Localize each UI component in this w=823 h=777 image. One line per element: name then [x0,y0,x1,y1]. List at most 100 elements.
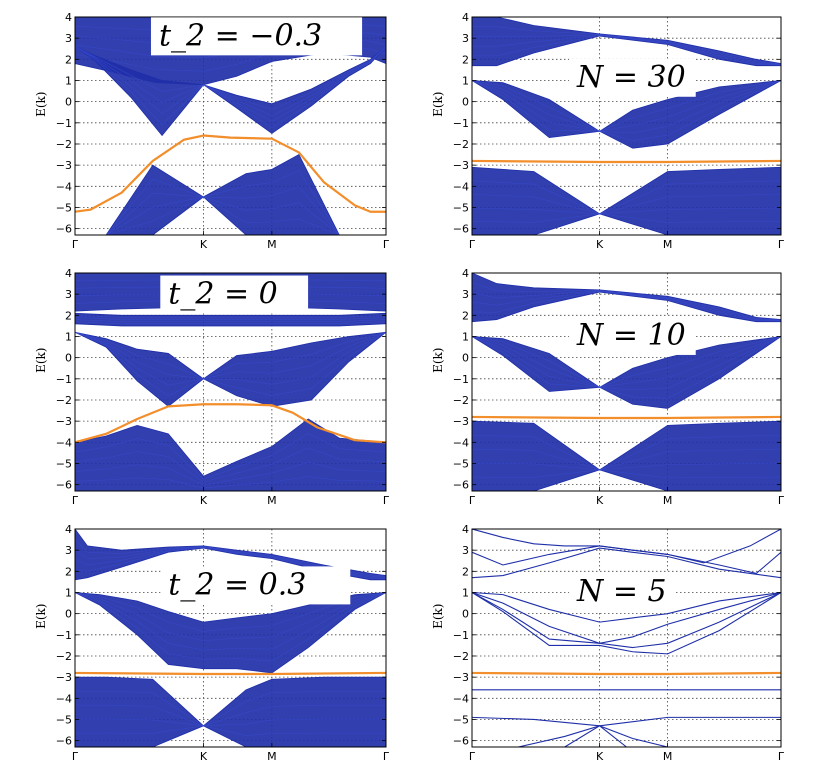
ytick-label: −4 [453,692,469,705]
bulk-band-3 [472,166,781,235]
band-subline [472,80,781,132]
bulk-band-2 [75,592,386,674]
xtick-label: Γ [383,750,390,763]
band-line-11 [472,725,668,747]
ytick-label: −4 [56,692,72,705]
ytick-label: 4 [462,523,469,536]
ytick-label: −6 [56,735,72,748]
band-subline [472,462,781,471]
panel-3: −6 −5 −4 −3 −2 −1 0 1 2 3 4 Γ K M Γ E(k) t_2 = 0 [34,267,390,507]
band-subline [75,196,386,235]
band-subline [472,434,781,471]
ytick-label: −2 [453,650,469,663]
ytick-label: 3 [462,544,469,557]
ytick-label: −3 [453,671,469,684]
panel-2: −6 −5 −4 −3 −2 −1 0 1 2 3 4 Γ K M Γ E(k) N = 30 [431,11,785,251]
band-subline [75,331,386,380]
ytick-label: −4 [56,180,72,193]
band-subline [472,336,781,399]
axes-frame [471,272,782,492]
xtick-label: M [663,238,673,251]
ytick-label: 1 [65,74,72,87]
band-subline [75,46,386,128]
bulk-band-1 [472,17,781,67]
ytick-label: 4 [462,267,469,280]
band-subline [472,35,781,66]
band-line-1 [472,529,781,564]
ytick-label: 2 [65,309,72,322]
band-subline [472,80,781,132]
band-subline [75,461,386,486]
edge-state-line [75,134,386,213]
band-subline [75,46,386,116]
xtick-label: K [200,494,208,507]
ytick-label: −3 [453,415,469,428]
plot-area [472,17,781,235]
ylabel: E(k) [34,603,48,628]
ytick-label: −1 [453,629,469,642]
panel-annotation: t_2 = 0.3 [168,567,306,602]
xtick-label: Γ [778,750,785,763]
ytick-label: −5 [453,457,469,470]
band-subline [472,448,781,471]
band-subline [75,447,386,483]
ytick-label: 1 [462,330,469,343]
band-subline [472,336,781,388]
ylabel: E(k) [34,347,48,372]
annotation-background [569,572,675,611]
ytick-label: 3 [65,544,72,557]
band-subline [75,331,386,380]
band-subline [472,290,781,322]
xtick-label: Γ [469,750,476,763]
band-subline [75,725,386,736]
panel-annotation: N = 10 [576,318,686,353]
ytick-label: −3 [56,159,72,172]
ytick-label: 2 [65,53,72,66]
band-subline [75,433,386,480]
band-line-7 [472,592,781,655]
xtick-label: M [267,494,277,507]
panel-annotation: t_2 = 0 [168,277,277,312]
band-subline [75,46,386,122]
band-subline [75,317,386,320]
xtick-label: Γ [72,750,79,763]
ytick-label: 3 [462,288,469,301]
panel-4: −6 −5 −4 −3 −2 −1 0 1 2 3 4 Γ K M Γ E(k) N = 10 [431,267,785,507]
band-subline [75,315,386,318]
band-subline [472,282,781,321]
ytick-label: −1 [56,629,72,642]
band-subline [472,336,781,391]
ytick-label: 4 [65,11,72,24]
band-line-10 [472,725,781,747]
ylabel: E(k) [431,603,445,628]
panel-annotation: N = 5 [576,574,667,609]
ytick-label: −1 [453,117,469,130]
ytick-label: 0 [462,608,469,621]
ylabel: E(k) [431,347,445,372]
ytick-label: −1 [56,373,72,386]
band-line-5 [472,591,781,644]
ytick-label: 2 [462,53,469,66]
xtick-label: Γ [469,494,476,507]
ytick-label: −1 [56,117,72,130]
ytick-label: −5 [453,201,469,214]
band-subline [75,186,386,235]
ytick-label: −6 [56,223,72,236]
panel-annotation: t_2 = −0.3 [159,18,322,53]
ytick-label: −3 [56,671,72,684]
ytick-label: −3 [56,415,72,428]
ytick-label: 4 [65,523,72,536]
bulk-band-3 [75,676,386,747]
plot-area [75,273,386,491]
ytick-label: 0 [462,352,469,365]
band-subline [75,592,386,662]
ytick-label: 4 [462,11,469,24]
plot-area [472,529,781,747]
panel-1: −6 −5 −4 −3 −2 −1 0 1 2 3 4 Γ K M Γ E(k) t_2 = −0.3 [34,11,390,251]
band-subline [75,592,386,632]
band-subline [75,690,386,727]
ytick-label: −2 [56,394,72,407]
bulk-band-3 [472,420,781,491]
ytick-label: 0 [65,608,72,621]
